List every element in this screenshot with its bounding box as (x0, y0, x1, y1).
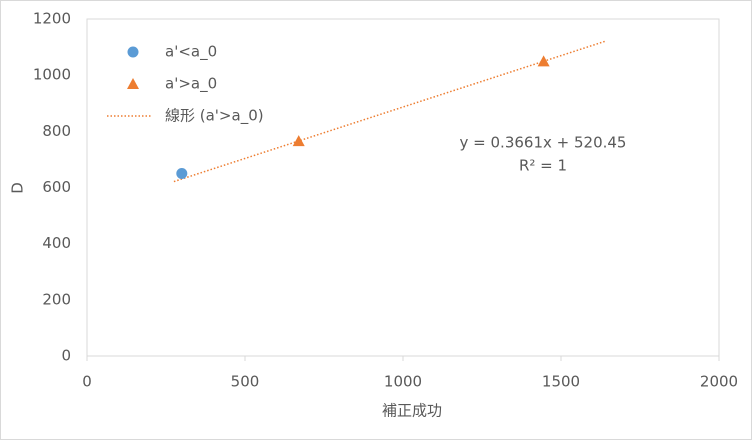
trendline-r-squared: R² = 1 (519, 157, 567, 175)
y-tick-label: 800 (42, 122, 71, 140)
y-tick-label: 400 (42, 234, 71, 252)
legend-label: 線形 (a'>a_0) (165, 107, 264, 126)
legend-marker (127, 78, 139, 89)
x-tick-label: 1000 (384, 373, 422, 391)
trendline-equation: y = 0.3661x + 520.45 (460, 134, 627, 152)
y-tick-label: 600 (42, 178, 71, 196)
x-tick-label: 0 (82, 373, 92, 391)
x-axis-label: 補正成功 (382, 402, 442, 420)
y-axis-label: D (9, 182, 27, 194)
legend-label: a'>a_0 (165, 75, 217, 94)
y-tick-label: 0 (61, 347, 71, 365)
legend-marker (127, 46, 139, 58)
data-point (537, 55, 550, 67)
x-tick-label: 1500 (542, 373, 580, 391)
legend-label: a'<a_0 (165, 43, 217, 62)
data-point (176, 167, 188, 179)
x-tick-label: 500 (231, 373, 260, 391)
y-tick-label: 1200 (33, 10, 71, 28)
y-tick-label: 200 (42, 290, 71, 308)
x-tick-label: 2000 (700, 373, 738, 391)
y-tick-label: 1000 (33, 66, 71, 84)
data-point (292, 135, 305, 147)
